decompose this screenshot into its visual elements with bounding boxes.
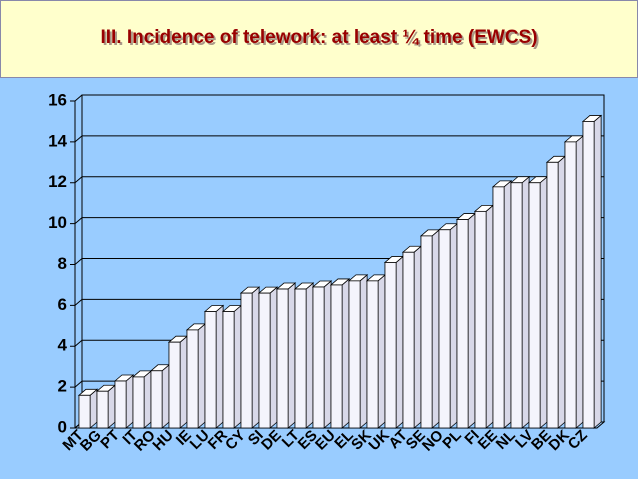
grid-side — [74, 380, 83, 388]
bar — [312, 286, 325, 429]
bar-side — [215, 304, 224, 429]
y-tick-label: 10 — [48, 213, 67, 232]
bar — [96, 390, 109, 429]
bar-side — [179, 335, 188, 429]
bar-side — [557, 155, 566, 429]
bar-side — [107, 384, 116, 429]
bar — [276, 288, 289, 429]
bar — [456, 219, 469, 429]
grid-side — [74, 176, 83, 184]
y-tick-label: 14 — [48, 131, 67, 150]
bar — [204, 311, 217, 429]
bar-side — [539, 175, 548, 429]
bar-side — [341, 278, 350, 429]
y-tick-label: 16 — [48, 90, 67, 109]
bar-side — [449, 222, 458, 429]
bar-side — [89, 388, 98, 429]
bar — [114, 380, 127, 429]
bar-side — [269, 286, 278, 429]
bar — [150, 370, 163, 429]
bar — [78, 394, 91, 429]
y-tick-label: 6 — [58, 295, 67, 314]
bar — [384, 262, 397, 429]
bar — [222, 311, 235, 429]
bar-side — [521, 175, 530, 429]
bar — [168, 341, 181, 429]
bar-side — [125, 374, 134, 429]
grid-side — [74, 258, 83, 265]
header — [0, 0, 638, 78]
bar — [366, 280, 379, 429]
grid-side — [74, 217, 83, 225]
title-shadow: III. Incidence of telework: at least ¼ t… — [102, 29, 539, 50]
bar — [420, 235, 433, 429]
bar — [528, 182, 541, 429]
bar-side — [287, 282, 296, 429]
y-tick-label: 8 — [58, 254, 67, 273]
bar — [492, 186, 505, 429]
y-tick-label: 2 — [58, 377, 67, 396]
grid-side — [74, 339, 83, 347]
grid-side — [74, 94, 83, 102]
bar-side — [161, 363, 170, 429]
bar-side — [575, 135, 584, 429]
bar-side — [197, 323, 206, 429]
bar-side — [377, 273, 386, 429]
bar — [132, 376, 145, 429]
bar — [438, 229, 451, 429]
bar-side — [503, 179, 512, 429]
bar-side — [395, 255, 404, 429]
bar — [330, 284, 343, 429]
bar-side — [359, 273, 368, 429]
bar-side — [485, 204, 494, 429]
bar — [348, 280, 361, 429]
bar-side — [143, 370, 152, 429]
y-tick-label: 0 — [58, 417, 67, 436]
bar — [258, 292, 271, 429]
bar — [402, 251, 415, 429]
bar-side — [323, 280, 332, 429]
y-tick-label: 4 — [58, 336, 68, 355]
y-tick-label: 12 — [48, 172, 67, 191]
bar-side — [431, 229, 440, 429]
bar-side — [233, 304, 242, 429]
bar — [294, 288, 307, 429]
grid-side — [74, 135, 83, 143]
bar — [474, 210, 487, 429]
bar — [546, 161, 559, 429]
bar — [240, 292, 253, 429]
bar — [582, 121, 595, 429]
bar — [510, 182, 523, 429]
bar — [564, 141, 577, 429]
chart-title: III. Incidence of telework: at least ¼ t… — [100, 27, 537, 48]
grid-side — [74, 298, 83, 306]
bar — [186, 329, 199, 429]
bar-side — [305, 282, 314, 429]
bar-side — [413, 245, 422, 429]
bar-side — [593, 114, 602, 429]
bar-side — [467, 212, 476, 429]
bar-side — [251, 286, 260, 429]
